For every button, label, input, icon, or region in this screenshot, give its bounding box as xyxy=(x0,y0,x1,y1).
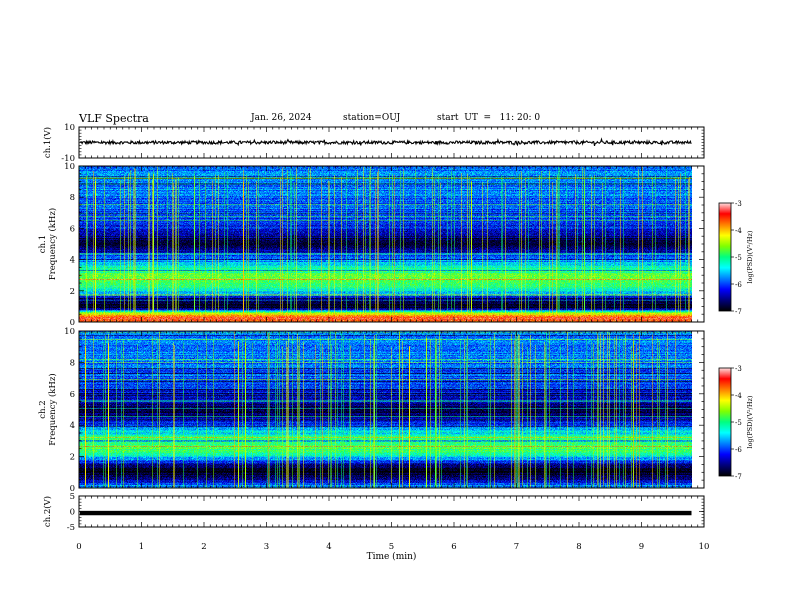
waveform-ch1-ytick-label: 10 xyxy=(64,123,75,133)
spectrogram-ch2-colorbar-tick: -3 xyxy=(735,365,742,373)
spectrogram-ch2-xticks xyxy=(78,331,705,488)
x-tick-label: 4 xyxy=(326,542,331,552)
spectrogram-ch1-ytick-label: 0 xyxy=(70,318,75,328)
x-tick-label: 1 xyxy=(139,542,144,552)
spectrogram-ch2-ytick-label: 4 xyxy=(70,421,75,431)
header-start-time: start UT = 11: 20: 0 xyxy=(437,113,541,123)
waveform-ch2-ytick-label: 5 xyxy=(70,492,75,502)
x-tick-label: 8 xyxy=(576,542,581,552)
ch2-waveform-trace xyxy=(80,510,692,516)
waveform-ch2-ytick-label: -5 xyxy=(67,523,75,533)
spectrogram-ch2-ytick-label: 8 xyxy=(70,358,75,368)
spectrogram-ch1-xticks xyxy=(78,166,705,322)
spectrogram-ch1-colorbar-tick: -7 xyxy=(735,308,742,316)
spectrogram-ch2-ytick-label: 10 xyxy=(64,327,75,337)
x-tick-label: 0 xyxy=(76,542,81,552)
x-axis-label: Time (min) xyxy=(367,551,417,562)
waveform-ch1-yticks: 10 -10 xyxy=(61,123,704,164)
spectrogram-ch2-colorbar-tick: -7 xyxy=(735,473,742,481)
spectrogram-ch2 xyxy=(78,330,705,489)
spectrogram-ch2-ytick-label: 6 xyxy=(70,390,75,400)
figure-title: VLF Spectra xyxy=(79,112,149,125)
spectrogram-ch2-ylabel: Frequency (kHz) xyxy=(47,373,58,445)
spectrogram-ch1-ylabel: ch.1 xyxy=(38,235,48,253)
spectrogram-ch1-yticks: 0 2 4 6 8 10 xyxy=(64,162,704,328)
spectrogram-ch1-colorbar-tick: -4 xyxy=(735,227,742,235)
spectrogram-ch2-ytick-label: 0 xyxy=(70,484,75,494)
spectrogram-ch1 xyxy=(78,165,705,323)
x-tick-label: 3 xyxy=(264,542,269,552)
x-tick-label: 9 xyxy=(639,542,644,552)
spectrogram-ch1-ytick-label: 6 xyxy=(70,224,75,234)
spectrogram-ch2-colorbar-tick: -4 xyxy=(735,392,742,400)
waveform-ch2-yticks: 5 0 -5 xyxy=(67,492,704,533)
waveform-ch1-xticks xyxy=(78,127,705,158)
spectrogram-ch1-colorbar: -3 -4 -5 -6 -7 log(PSD)(V²/Hz) xyxy=(718,200,754,316)
x-tick-label: 10 xyxy=(699,542,710,552)
waveform-ch2 xyxy=(78,495,705,528)
x-tick-label: 5 xyxy=(389,542,394,552)
spectrogram-ch1-ytick-label: 10 xyxy=(64,162,75,172)
waveform-ch2-ytick-label: 0 xyxy=(70,508,75,518)
spectrogram-ch1-colorbar-tick: -3 xyxy=(735,200,742,208)
spectrogram-ch1-image xyxy=(79,166,704,322)
header-station: station=OUJ xyxy=(343,113,401,123)
waveform-ch2-ylabel: ch.2(V) xyxy=(42,496,53,527)
ch1-waveform-trace xyxy=(79,137,692,147)
x-axis: 0 1 2 3 4 5 6 7 8 9 10 Time (min) xyxy=(76,542,709,562)
spectrogram-ch2-colorbar-label: log(PSD)(V²/Hz) xyxy=(746,395,754,448)
x-tick-label: 6 xyxy=(451,542,456,552)
spectrogram-ch2-colorbar-tick: -6 xyxy=(735,446,742,454)
spectrogram-ch2-ytick-label: 2 xyxy=(70,453,75,463)
header-date: Jan. 26, 2024 xyxy=(251,113,312,123)
x-tick-label: 7 xyxy=(514,542,519,552)
spectrogram-ch2-colorbar-tick: -5 xyxy=(735,419,742,427)
x-tick-label: 2 xyxy=(201,542,206,552)
spectrogram-ch2-yticks: 0 2 4 6 8 10 xyxy=(64,327,704,494)
waveform-ch2-xticks xyxy=(78,496,705,527)
waveform-ch1-ytick-label: -10 xyxy=(61,154,75,164)
spectrogram-ch1-ytick-label: 8 xyxy=(70,193,75,203)
spectrogram-ch2-image xyxy=(79,331,704,488)
spectrogram-ch1-ytick-label: 4 xyxy=(70,256,75,266)
spectrogram-ch1-colorbar-tick: -5 xyxy=(735,254,742,262)
spectrogram-ch2-ylabel: ch.2 xyxy=(38,400,48,418)
spectrogram-ch2-colorbar: -3 -4 -5 -6 -7 log(PSD)(V²/Hz) xyxy=(718,365,754,481)
spectrogram-ch1-colorbar-tick: -6 xyxy=(735,281,742,289)
spectrogram-ch1-ylabel: Frequency (kHz) xyxy=(47,208,58,280)
spectrogram-ch1-ytick-label: 2 xyxy=(70,287,75,297)
spectrogram-ch1-colorbar-label: log(PSD)(V²/Hz) xyxy=(746,230,754,283)
waveform-ch1-ylabel: ch.1(V) xyxy=(42,127,53,158)
